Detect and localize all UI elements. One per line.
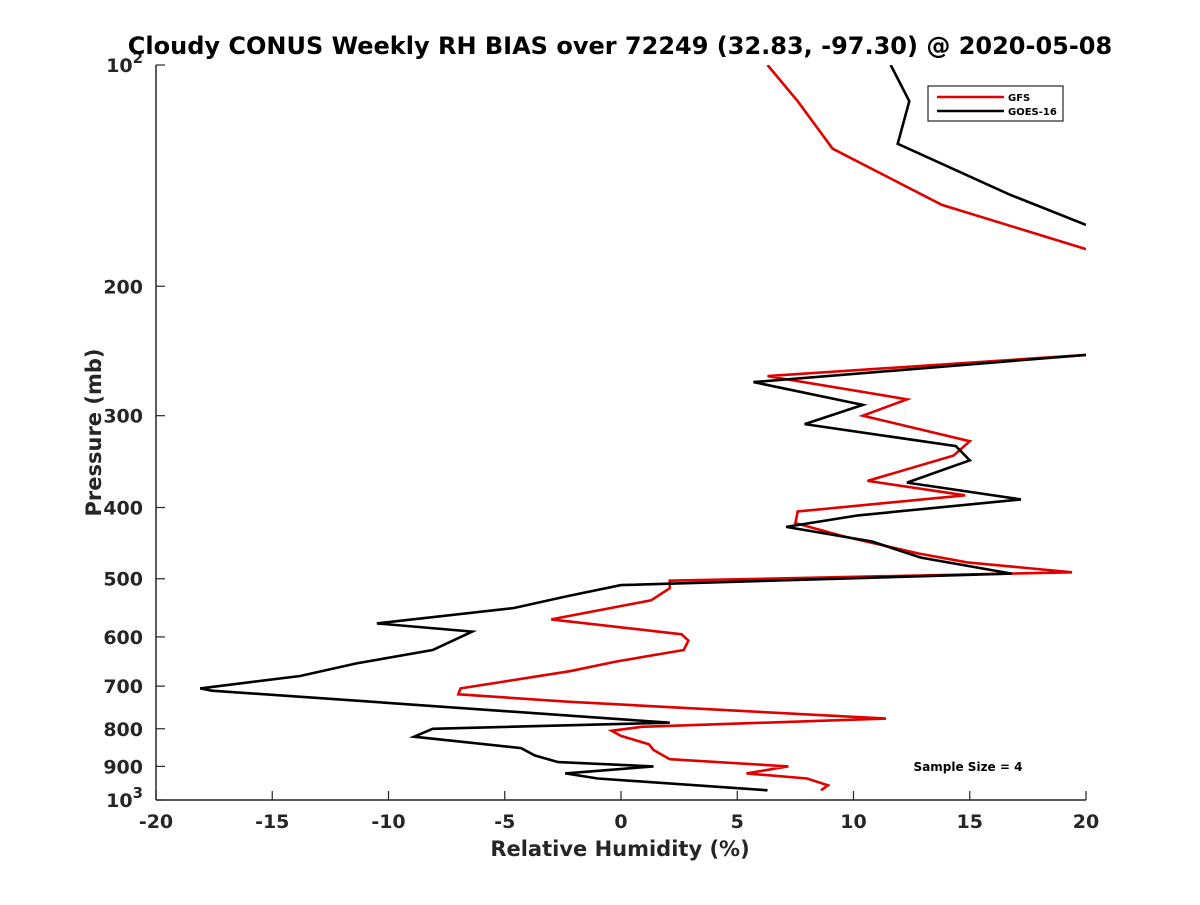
legend-label: GOES-16 <box>1008 107 1057 118</box>
chart-title: Cloudy CONUS Weekly RH BIAS over 72249 (… <box>128 32 1112 60</box>
y-tick-label: 900 <box>103 756 143 778</box>
x-tick-label: 15 <box>957 811 983 833</box>
plot-background <box>156 65 1086 800</box>
x-tick-label: -10 <box>371 811 405 833</box>
series-line-gfs-segment-2 <box>456 353 1086 792</box>
ticks-layer: -20 -15 -10 -5 0 5 10 15 20 200 300 400 500 600 700 800… <box>103 49 1099 833</box>
x-tick-label: 20 <box>1073 811 1099 833</box>
y-axis-title: Pressure (mb) <box>82 349 106 517</box>
y-tick-label: 700 <box>103 676 143 698</box>
legend: GFS GOES-16 <box>927 85 1064 122</box>
y-tick-label: 800 <box>103 719 143 741</box>
y-tick-label: 103 <box>106 784 143 812</box>
y-tick-label: 400 <box>103 498 143 520</box>
y-tick-label: 102 <box>106 49 143 77</box>
sample-size-annotation: Sample Size = 4 <box>914 760 1023 774</box>
x-tick-label: -5 <box>494 811 515 833</box>
y-tick-label: 200 <box>103 276 143 298</box>
x-tick-label: 0 <box>614 811 627 833</box>
y-tick-label: 500 <box>103 569 143 591</box>
x-tick-label: 10 <box>840 811 866 833</box>
legend-box <box>927 85 1064 122</box>
x-tick-label: -20 <box>139 811 173 833</box>
y-tick-label: 300 <box>103 406 143 428</box>
series-line-goes-16-segment-1 <box>889 65 1086 227</box>
legend-label: GFS <box>1008 93 1030 104</box>
series-line-gfs-segment-1 <box>766 65 1086 251</box>
x-axis-title: Relative Humidity (%) <box>490 837 749 861</box>
x-tick-label: 5 <box>731 811 744 833</box>
x-tick-label: -15 <box>255 811 289 833</box>
series-layer <box>199 65 1086 792</box>
y-tick-label: 600 <box>103 627 143 649</box>
series-line-goes-16-segment-2 <box>199 353 1086 792</box>
